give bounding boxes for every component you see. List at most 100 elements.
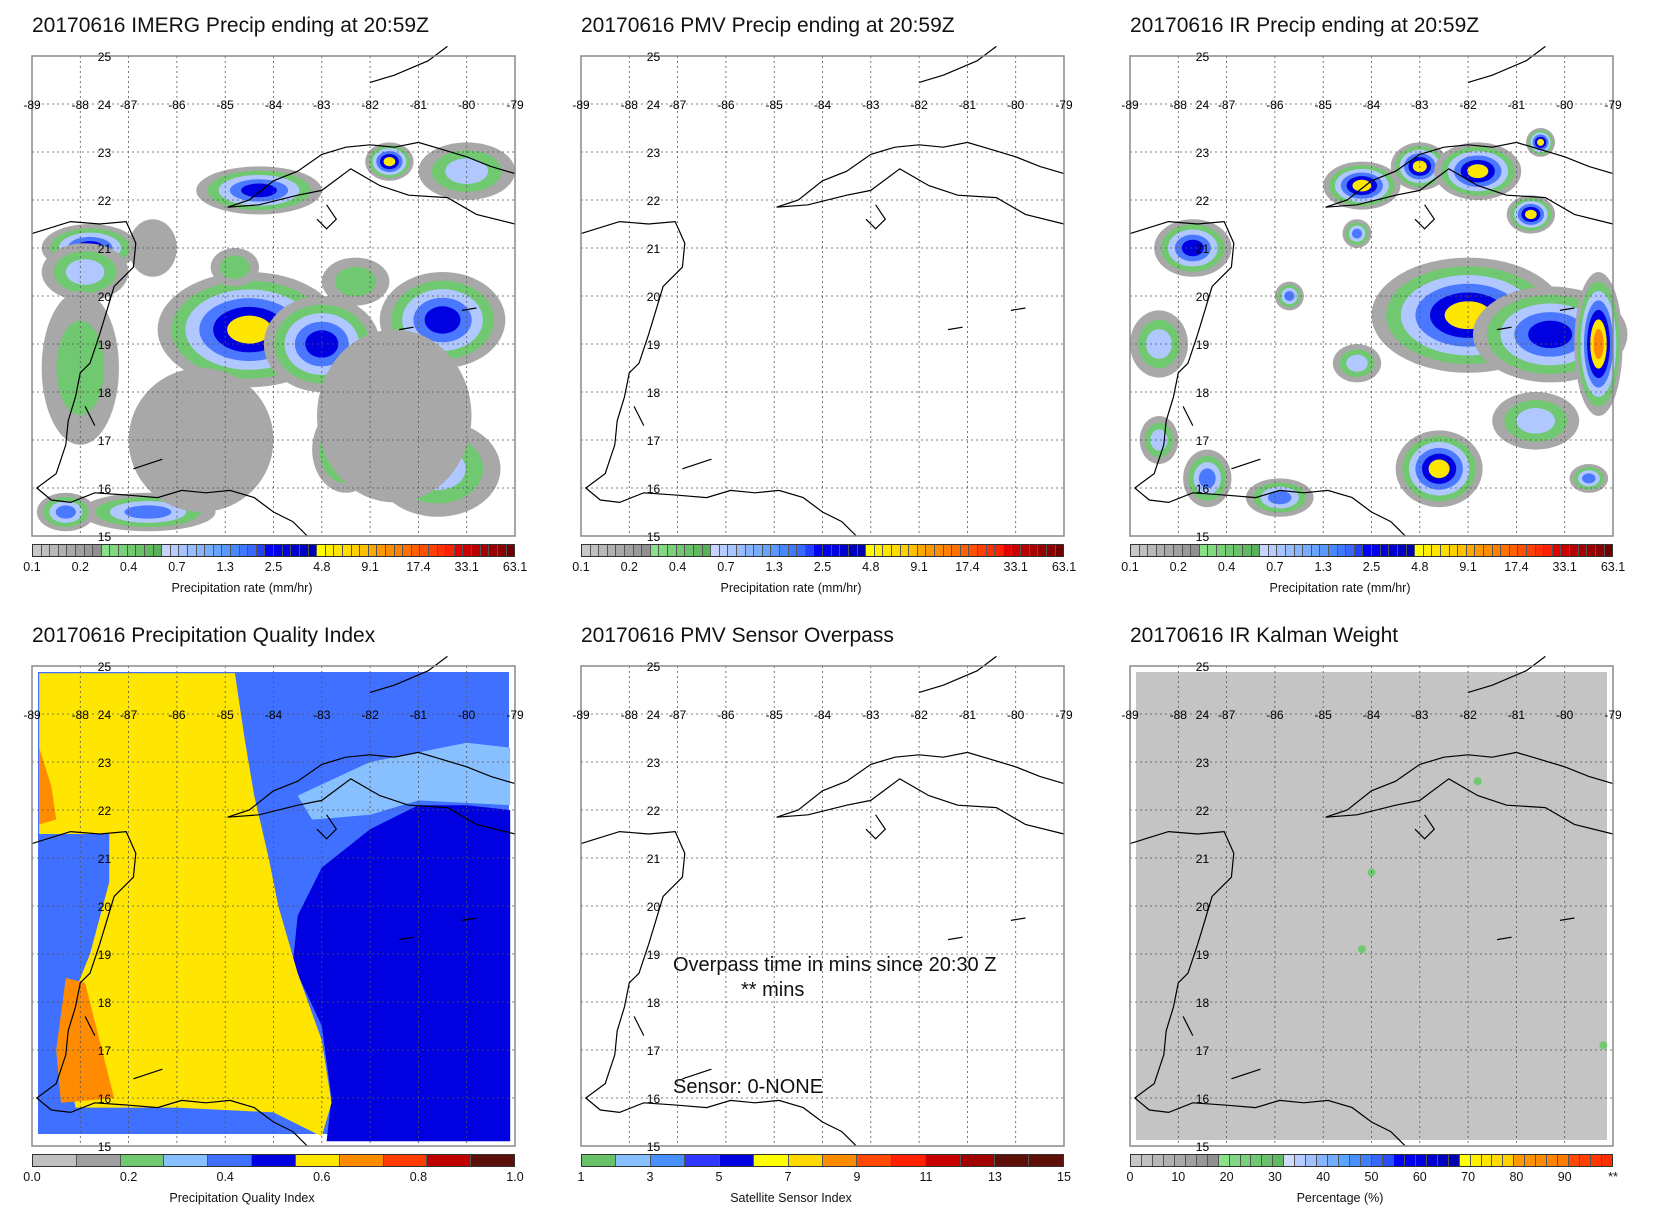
colorbar-cell [952,545,961,556]
colorbar-tick-label: 70 [1461,1170,1476,1184]
colorbar-cell [831,545,841,556]
colorbar-cell [1569,1155,1581,1166]
map-frame [580,665,1065,1147]
lon-label: -82 [1459,708,1477,722]
lon-label: -88 [621,708,639,722]
lat-label: 16 [98,482,112,496]
colorbar-tick-label: 15 [1057,1170,1071,1184]
colorbar-cell [1339,1155,1351,1166]
coastline [1325,751,1614,818]
colorbar-cell [471,1155,514,1166]
colorbar-cell [995,545,1004,556]
precip-contour [1582,473,1596,484]
colorbar-cell [427,1155,472,1166]
coastline [1325,141,1614,208]
coastline [682,1068,712,1080]
lat-label: 23 [647,756,661,770]
colorbar-cell [1131,545,1140,556]
lat-label: 22 [98,194,112,208]
lon-label: -79 [506,708,524,722]
coastline [227,778,516,835]
lon-label: -85 [766,98,784,112]
coastline [1467,45,1546,83]
lon-label: -88 [1170,708,1188,722]
coastline [1325,778,1614,835]
colorbar-tick-label: 9 [853,1170,861,1184]
lat-label: 17 [1196,1044,1210,1058]
colorbar-cell [1501,545,1510,556]
colorbar-tick-label: 1.0 [506,1170,524,1184]
colorbar-cell [814,545,824,556]
colorbar-cell [1046,545,1056,556]
colorbar-cell [1329,545,1338,556]
colorbar-cell [179,545,188,556]
colorbar-cell [745,545,755,556]
colorbar-cell [771,545,781,556]
panel-title: 20170616 PMV Sensor Overpass [581,624,894,647]
colorbar-cell [120,1155,165,1166]
coastline [133,1068,163,1080]
pqi-yellow-region [39,673,332,1137]
colorbar-cell [659,545,669,556]
colorbar-cell [351,545,361,556]
colorbar-label: Satellite Sensor Index [730,1191,852,1205]
coastline [461,917,477,921]
lon-label: -89 [23,708,41,722]
colorbar-cell [1317,1155,1329,1166]
colorbar-cell [711,545,720,556]
precip-contour [1537,138,1545,146]
colorbar-cell [463,545,473,556]
colorbar-cell [196,545,206,556]
coastline [1497,326,1512,331]
coastline [776,141,1065,208]
coastline [633,406,645,426]
precip-contour [1593,328,1604,360]
colorbar-cell [50,545,59,556]
coastline [31,220,308,537]
precip-contour [241,183,277,198]
colorbar-cell [1196,1155,1208,1166]
colorbar-cell [208,1155,253,1166]
colorbar-cell [1217,545,1226,556]
colorbar-cell [857,1155,892,1166]
lat-label: 21 [1196,242,1210,256]
lon-label: -86 [717,708,735,722]
lon-label: -80 [1556,708,1574,722]
lon-label: -81 [959,708,977,722]
lon-label: -82 [1459,98,1477,112]
colorbar-cell [1152,1155,1164,1166]
colorbar-cell [317,545,326,556]
colorbar-tick-label: 0.8 [409,1170,428,1184]
colorbar-cell [891,545,901,556]
pqi-darkblue-region [292,805,511,1142]
lat-label: 23 [98,756,112,770]
lat-label: 16 [647,1092,661,1106]
colorbar-tick-label: 0.6 [313,1170,331,1184]
colorbar-cell [1552,545,1562,556]
colorbar-cell [429,545,438,556]
colorbar-tick-label: 63.1 [502,560,528,574]
colorbar-cell [883,545,892,556]
panel-title: 20170616 IR Kalman Weight [1130,624,1399,647]
kalman-spot [1599,1041,1608,1050]
colorbar [581,544,1064,557]
lon-label: -85 [217,708,235,722]
lon-label: -82 [910,98,928,112]
map-frame [1129,665,1614,1147]
lat-label: 15 [647,1140,661,1154]
coastline [776,751,1065,818]
colorbar-cell [248,545,257,556]
precip-contour [1346,354,1368,372]
coastline [776,778,1065,835]
precip-contour [1525,209,1537,220]
colorbar-cell [1432,545,1441,556]
colorbar-cell [969,545,979,556]
lat-label: 17 [647,434,661,448]
colorbar-tick-label: 0.1 [23,560,41,574]
colorbar-cell [728,545,737,556]
colorbar-cell [187,545,197,556]
lon-label: -88 [1170,98,1188,112]
colorbar-cell [472,545,481,556]
colorbar-cell [385,545,395,556]
colorbar-cell [437,545,447,556]
